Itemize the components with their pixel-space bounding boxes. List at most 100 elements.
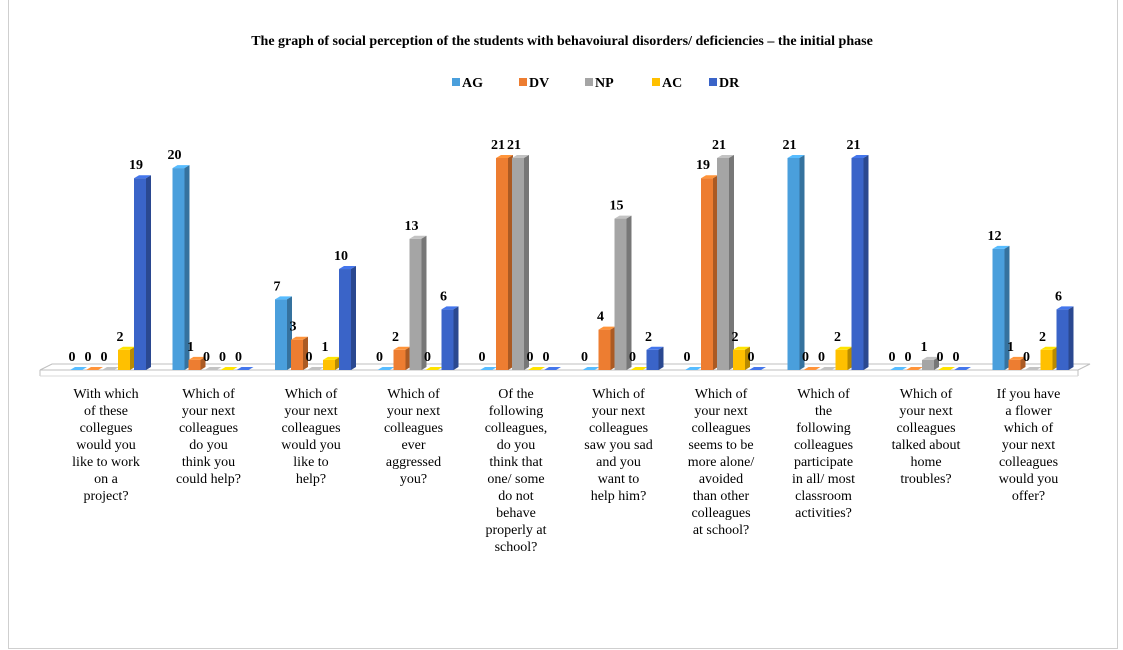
value-label-ag-1: 0 bbox=[69, 350, 76, 365]
category-label-line: activities? bbox=[795, 506, 852, 521]
legend-swatch-ac bbox=[652, 78, 660, 86]
category-label-line: your next bbox=[1002, 438, 1055, 453]
category-label-line: collegues bbox=[80, 421, 133, 436]
value-label-ag-9: 0 bbox=[889, 350, 896, 365]
category-label-line: your next bbox=[694, 404, 747, 419]
value-label-ag-4: 0 bbox=[376, 350, 383, 365]
bar-ag-7 bbox=[685, 367, 702, 371]
bar-ag-2 bbox=[172, 165, 190, 370]
bar-ag-6 bbox=[582, 367, 600, 371]
value-label-np-4: 13 bbox=[405, 219, 419, 234]
value-label-np-10: 0 bbox=[1023, 350, 1030, 365]
bar-np-8 bbox=[819, 367, 837, 371]
category-label-line: your next bbox=[284, 404, 337, 419]
legend-label-dv: DV bbox=[529, 76, 549, 91]
value-label-np-5: 21 bbox=[507, 138, 521, 153]
bars-group bbox=[70, 155, 1074, 371]
value-label-np-1: 0 bbox=[101, 350, 108, 365]
category-label-line: Which of bbox=[900, 387, 953, 402]
value-label-ac-2: 0 bbox=[219, 350, 226, 365]
category-label-line: think that bbox=[489, 455, 542, 470]
value-label-np-9: 1 bbox=[921, 340, 928, 355]
bar-np-5 bbox=[512, 155, 529, 370]
bar-ac-6 bbox=[630, 367, 648, 371]
category-label-line: like to bbox=[293, 455, 328, 470]
category-label-line: aggressed bbox=[386, 455, 441, 470]
value-label-ac-1: 2 bbox=[117, 330, 124, 345]
legend-swatch-np bbox=[585, 78, 593, 86]
bar-np-1 bbox=[102, 367, 119, 371]
category-label-line: colleagues bbox=[999, 455, 1058, 470]
category-label-line: seems to be bbox=[688, 438, 753, 453]
bar-ac-7 bbox=[733, 346, 750, 370]
bar-ag-4 bbox=[377, 367, 395, 371]
value-label-ag-7: 0 bbox=[684, 350, 691, 365]
bar-dv-6 bbox=[598, 326, 616, 370]
legend-label-np: NP bbox=[595, 76, 614, 91]
bar-dr-7 bbox=[749, 367, 766, 371]
value-label-dr-3: 10 bbox=[334, 249, 348, 264]
category-label-line: in all/ most bbox=[792, 472, 855, 487]
value-label-dv-2: 1 bbox=[187, 340, 194, 355]
category-label-line: help him? bbox=[591, 489, 647, 504]
category-label-line: project? bbox=[83, 489, 128, 504]
bar-np-6 bbox=[614, 215, 632, 370]
bar-dv-8 bbox=[803, 367, 821, 371]
category-label-line: do not bbox=[498, 489, 534, 504]
category-label-line: help? bbox=[296, 472, 326, 487]
category-label-line: Of the bbox=[498, 387, 533, 402]
category-label-10: If you have a flower which of your next coll… bbox=[997, 387, 1061, 504]
value-label-ag-5: 0 bbox=[479, 350, 486, 365]
category-label-line: following bbox=[796, 421, 850, 436]
category-label-line: colleagues bbox=[896, 421, 955, 436]
value-label-np-2: 0 bbox=[203, 350, 210, 365]
category-label-line: colleagues bbox=[691, 506, 750, 521]
value-label-ac-3: 1 bbox=[322, 340, 329, 355]
category-label-line: one/ some bbox=[487, 472, 544, 487]
value-label-dv-9: 0 bbox=[905, 350, 912, 365]
category-label-2: Which of your next colleagues do you think y… bbox=[176, 387, 241, 487]
category-label-line: Which of bbox=[695, 387, 748, 402]
category-label-line: Which of bbox=[285, 387, 338, 402]
category-label-5: Of the following colleagues, do you think th… bbox=[485, 387, 548, 555]
legend-swatch-dv bbox=[519, 78, 527, 86]
bar-ac-2 bbox=[220, 367, 238, 371]
value-label-dr-2: 0 bbox=[235, 350, 242, 365]
bar-ag-5 bbox=[480, 367, 497, 371]
value-label-ac-4: 0 bbox=[424, 350, 431, 365]
category-label-line: colleagues bbox=[179, 421, 238, 436]
bar-dr-3 bbox=[339, 266, 356, 370]
bar-dv-5 bbox=[496, 155, 513, 370]
category-label-line: talked about bbox=[892, 438, 961, 453]
category-label-4: Which of your next colleagues ever aggressed… bbox=[384, 387, 443, 487]
category-label-line: Which of bbox=[592, 387, 645, 402]
bar-np-4 bbox=[409, 235, 427, 370]
bar-ac-4 bbox=[425, 367, 443, 371]
category-label-line: saw you sad bbox=[584, 438, 652, 453]
category-label-line: like to work bbox=[72, 455, 140, 470]
bar-dr-8 bbox=[851, 155, 869, 370]
value-label-dr-6: 2 bbox=[645, 330, 652, 345]
category-label-line: troubles? bbox=[900, 472, 951, 487]
category-label-line: at school? bbox=[693, 523, 749, 538]
category-label-line: your next bbox=[387, 404, 440, 419]
bar-dv-2 bbox=[188, 356, 206, 370]
category-label-line: Which of bbox=[797, 387, 850, 402]
category-label-1: With which of these collegues would you like… bbox=[72, 387, 140, 504]
legend-swatch-dr bbox=[709, 78, 717, 86]
value-label-ag-3: 7 bbox=[274, 279, 281, 294]
bar-dr-9 bbox=[954, 367, 971, 371]
category-label-line: you? bbox=[400, 472, 427, 487]
category-label-line: colleagues, bbox=[485, 421, 548, 436]
category-label-line: want to bbox=[598, 472, 640, 487]
bar-dr-5 bbox=[544, 367, 561, 371]
category-label-line: think you bbox=[182, 455, 235, 470]
value-label-ac-7: 2 bbox=[732, 330, 739, 345]
category-label-7: Which of your next colleagues seems to be mo… bbox=[688, 387, 755, 538]
bar-dr-4 bbox=[441, 306, 459, 370]
value-label-np-8: 0 bbox=[818, 350, 825, 365]
category-label-line: colleagues bbox=[589, 421, 648, 436]
bar-dr-10 bbox=[1056, 306, 1074, 370]
value-label-ag-2: 20 bbox=[168, 148, 182, 163]
